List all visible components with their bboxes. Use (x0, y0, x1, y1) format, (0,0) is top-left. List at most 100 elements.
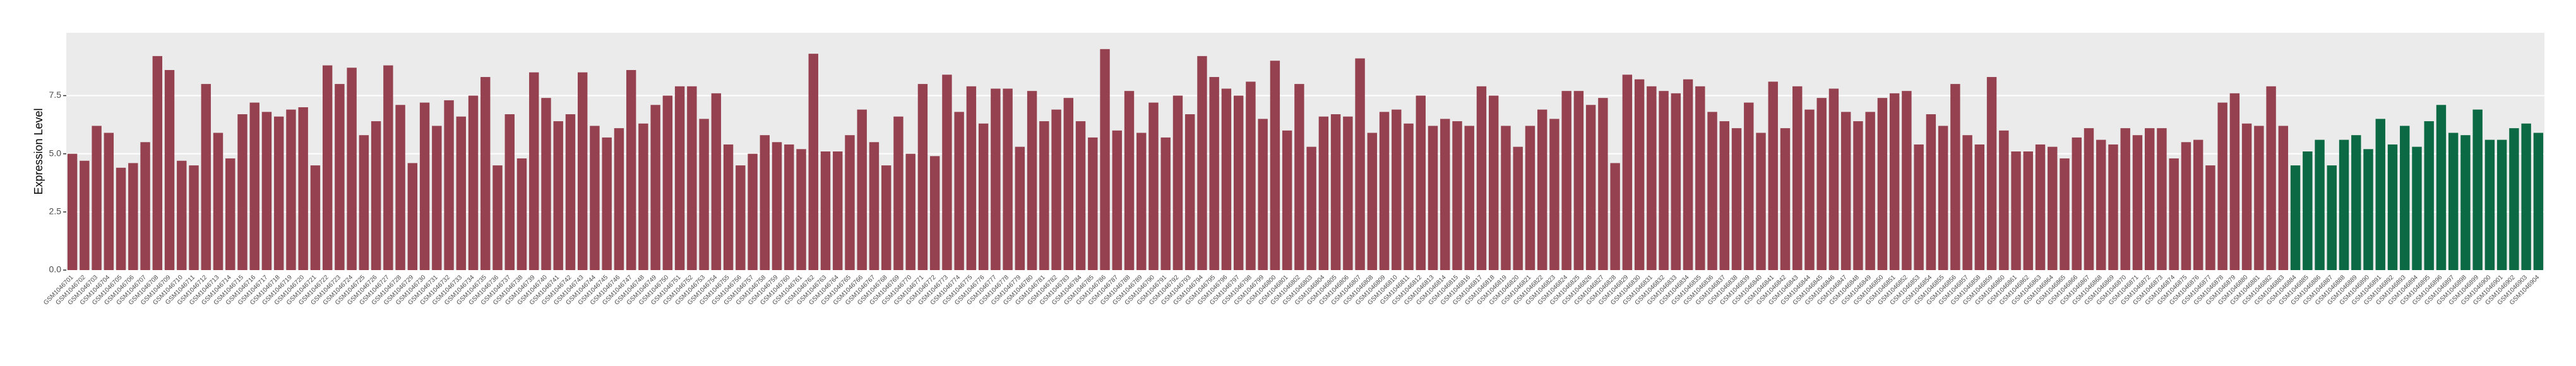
bar (529, 72, 539, 271)
bar (2035, 144, 2046, 270)
bar (1610, 163, 1620, 270)
bar (736, 165, 746, 270)
bar (2339, 139, 2349, 270)
bar (966, 86, 977, 271)
bar (1112, 130, 1122, 270)
bar (456, 116, 467, 270)
bar (1647, 86, 1657, 271)
bar (2460, 135, 2471, 270)
bar (104, 133, 114, 270)
bar (614, 128, 624, 270)
bar (1039, 121, 1049, 270)
bar (1476, 86, 1487, 271)
bar (310, 165, 321, 270)
bar (1160, 137, 1171, 270)
bar (2060, 158, 2070, 270)
bar (1999, 130, 2009, 270)
bar (1075, 121, 1086, 270)
bar (1902, 91, 1912, 270)
bar (1768, 81, 1778, 271)
bar (201, 84, 211, 271)
bar (820, 151, 831, 270)
bar (2400, 126, 2410, 270)
bar (1974, 144, 1985, 270)
bar (92, 126, 102, 270)
y-tick-label: 0.0 (49, 264, 62, 274)
bar (1404, 123, 1414, 270)
bar (1537, 109, 1547, 270)
bar (286, 109, 296, 270)
bar (1136, 133, 1147, 270)
bar (1330, 114, 1341, 270)
bar (2229, 93, 2240, 270)
bar (1172, 95, 1183, 270)
bar (274, 116, 284, 270)
bar (1051, 109, 1061, 270)
bar (1950, 84, 1960, 271)
bar (1185, 114, 1195, 270)
bar (1525, 126, 1535, 270)
bar (1088, 137, 1098, 270)
bar (662, 95, 673, 270)
bar (419, 102, 430, 270)
bar (1865, 112, 1875, 270)
bar (674, 86, 685, 271)
bar (1428, 126, 1438, 270)
bar (2509, 128, 2519, 270)
bar (298, 107, 308, 270)
y-tick-label: 5.0 (49, 148, 62, 158)
bar (869, 142, 880, 270)
bar (2072, 137, 2082, 270)
bar (833, 151, 843, 270)
bar (1015, 146, 1025, 270)
bar (1270, 61, 1280, 270)
bar (1598, 98, 1608, 270)
bar (991, 88, 1001, 270)
bar (2193, 139, 2203, 270)
bar (2096, 139, 2106, 270)
bar (954, 112, 964, 270)
bar (772, 142, 782, 270)
bar (1355, 58, 1365, 271)
bar (1671, 93, 1681, 270)
bar (1452, 121, 1462, 270)
bar (2278, 126, 2289, 270)
bar (1585, 105, 1596, 270)
bar (1719, 121, 1729, 270)
bar (359, 135, 369, 270)
bar (468, 95, 479, 270)
bar (808, 54, 818, 271)
bar (2484, 139, 2495, 270)
bar (1282, 130, 1292, 270)
bar (225, 158, 236, 270)
bar (2375, 119, 2385, 270)
y-axis-title: Expression Level (32, 108, 45, 194)
bar (1561, 91, 1571, 270)
bar (67, 153, 78, 270)
bar (796, 149, 806, 270)
bar (432, 126, 442, 270)
bar (237, 114, 247, 270)
bar (1731, 128, 1742, 270)
bar (626, 69, 636, 270)
bar (748, 153, 758, 270)
bar (723, 144, 734, 270)
bar (2303, 151, 2313, 270)
bar (2436, 105, 2447, 270)
bar (2290, 165, 2301, 270)
bar (1962, 135, 1972, 270)
bar (1197, 56, 1207, 271)
plot-background (66, 33, 2544, 270)
bar (541, 98, 551, 270)
bar (1233, 95, 1244, 270)
bar (213, 133, 224, 270)
bar (1877, 98, 1888, 270)
bar (1464, 126, 1474, 270)
bar (942, 74, 952, 271)
bar (383, 65, 393, 270)
bar (1416, 95, 1426, 270)
bar (164, 69, 175, 270)
bar (1549, 119, 1559, 270)
bar (687, 86, 697, 271)
